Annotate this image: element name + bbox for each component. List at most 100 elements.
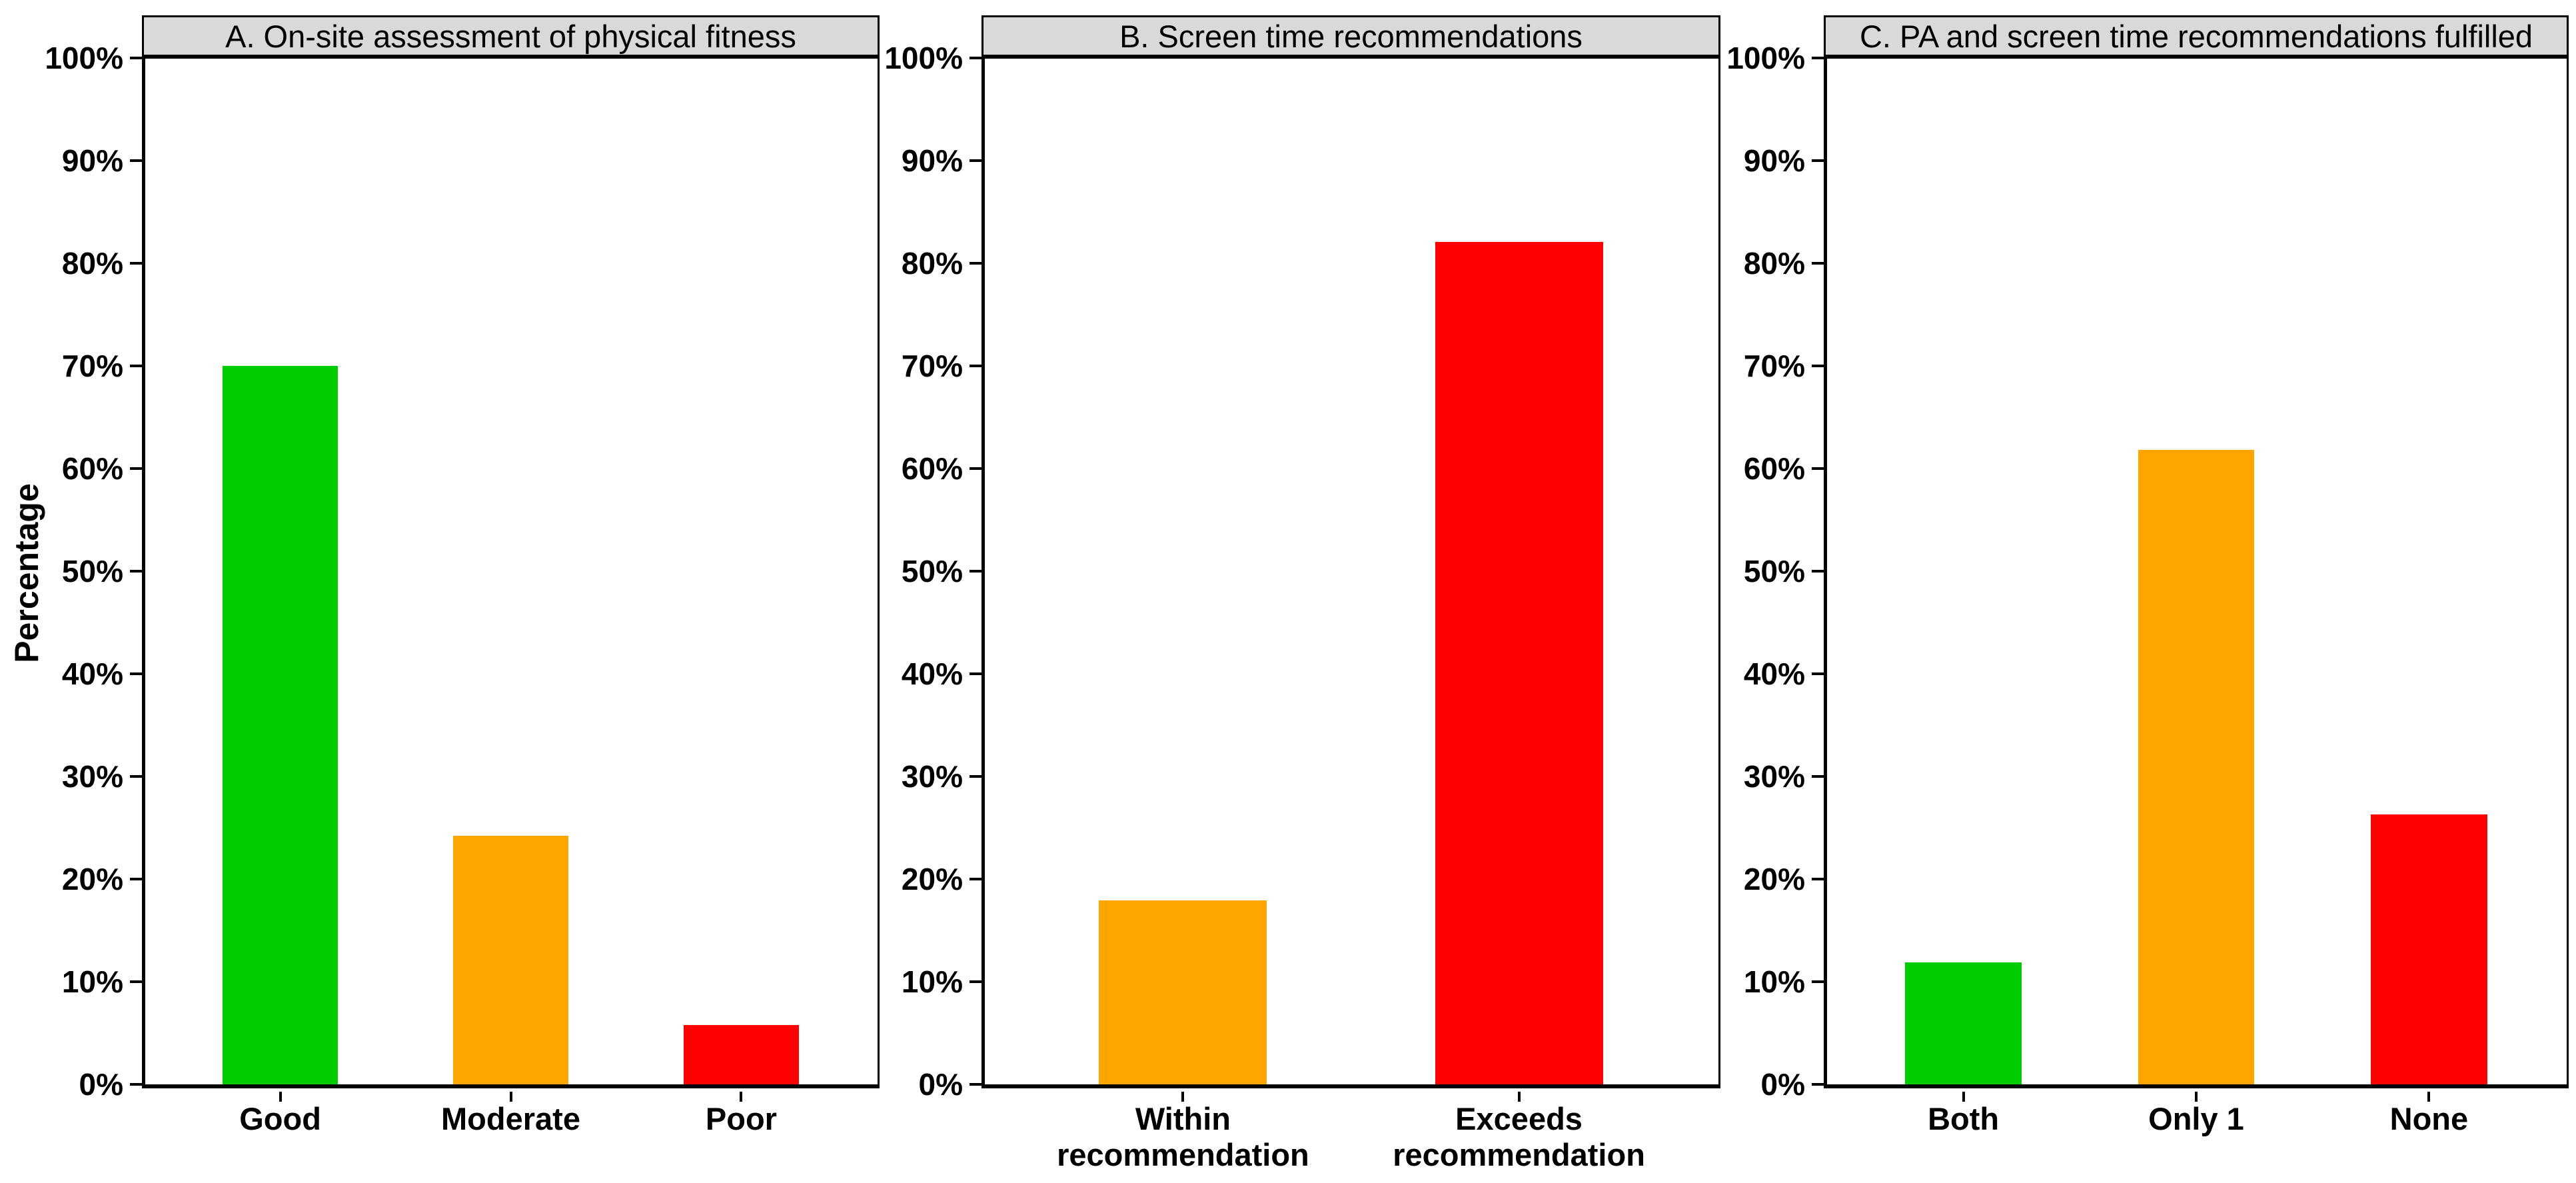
x-category-label: Poor [705, 1101, 777, 1136]
y-tick-mark [1812, 570, 1824, 573]
y-tick-mark [130, 365, 142, 367]
panel-title-strip: B. Screen time recommendations [981, 15, 1720, 57]
y-tick-label: 20% [1743, 862, 1805, 896]
y-tick-mark [130, 980, 142, 983]
y-tick-label: 50% [1743, 554, 1805, 589]
y-tick-label: 10% [1743, 964, 1805, 999]
y-tick-mark [969, 262, 981, 265]
bar-poor [683, 1024, 799, 1084]
x-category-label: None [2389, 1101, 2469, 1136]
y-tick-label: 30% [61, 759, 123, 794]
y-tick-label: 90% [61, 143, 123, 178]
panel-title-strip: C. PA and screen time recommendations fu… [1824, 15, 2569, 57]
y-tick-mark [969, 57, 981, 59]
y-tick-label: 40% [1743, 656, 1805, 691]
y-tick-label: 100% [884, 41, 963, 75]
plot-area [1824, 57, 2569, 1088]
bar-exceeds-recommendation [1435, 241, 1603, 1084]
y-tick-label: 60% [61, 451, 123, 486]
y-tick-mark [969, 159, 981, 162]
y-tick-mark [1812, 672, 1824, 675]
x-tick-mark [1962, 1092, 1965, 1102]
y-tick-label: 50% [61, 554, 123, 589]
y-tick-mark [130, 672, 142, 675]
y-tick-label: 80% [901, 246, 963, 281]
x-category-label: Only 1 [2148, 1101, 2244, 1136]
bar-within-recommendation [1099, 900, 1267, 1084]
y-tick-mark [969, 878, 981, 880]
y-tick-mark [969, 365, 981, 367]
x-tick-mark [2427, 1092, 2431, 1102]
plot-area [142, 57, 880, 1088]
y-tick-label: 80% [61, 246, 123, 281]
y-tick-mark [969, 980, 981, 983]
y-tick-label: 10% [61, 964, 123, 999]
y-tick-label: 40% [61, 656, 123, 691]
y-tick-mark [1812, 365, 1824, 367]
y-tick-mark [130, 570, 142, 573]
x-tick-mark [1517, 1092, 1521, 1102]
y-tick-label: 100% [1726, 41, 1805, 75]
y-tick-mark [969, 1083, 981, 1086]
y-tick-label: 0% [1760, 1067, 1805, 1102]
y-tick-label: 90% [1743, 143, 1805, 178]
y-tick-label: 50% [901, 554, 963, 589]
y-tick-label: 40% [901, 656, 963, 691]
x-tick-mark [740, 1092, 743, 1102]
y-tick-label: 60% [1743, 451, 1805, 486]
x-tick-mark [509, 1092, 512, 1102]
x-category-label: Both [1928, 1101, 2000, 1136]
y-tick-label: 30% [1743, 759, 1805, 794]
panel-title: C. PA and screen time recommendations fu… [1859, 18, 2533, 54]
y-tick-mark [130, 775, 142, 778]
bar-both [1905, 962, 2022, 1084]
y-tick-mark [969, 570, 981, 573]
bar-moderate [453, 836, 568, 1084]
y-tick-label: 70% [901, 349, 963, 383]
x-tick-mark [2195, 1092, 2198, 1102]
y-tick-mark [1812, 57, 1824, 59]
y-tick-mark [130, 467, 142, 470]
y-tick-mark [1812, 980, 1824, 983]
y-tick-label: 0% [918, 1067, 963, 1102]
y-tick-mark [1812, 1083, 1824, 1086]
y-tick-label: 90% [901, 143, 963, 178]
y-tick-label: 60% [901, 451, 963, 486]
y-tick-mark [130, 1083, 142, 1086]
panel-title: B. Screen time recommendations [1119, 18, 1583, 54]
x-category-label: Moderate [441, 1101, 580, 1136]
y-tick-label: 80% [1743, 246, 1805, 281]
y-tick-mark [1812, 775, 1824, 778]
x-category-label: Exceeds recommendation [1393, 1101, 1645, 1172]
x-tick-mark [1181, 1092, 1185, 1102]
y-tick-mark [969, 467, 981, 470]
bar-only-1 [2138, 450, 2255, 1084]
y-tick-label: 100% [45, 41, 123, 75]
bar-good [223, 366, 338, 1084]
y-tick-mark [969, 775, 981, 778]
y-tick-mark [130, 878, 142, 880]
x-tick-mark [279, 1092, 282, 1102]
panel-title: A. On-site assessment of physical fitnes… [225, 18, 796, 54]
x-category-label: Within recommendation [1057, 1101, 1309, 1172]
y-tick-mark [130, 57, 142, 59]
y-tick-mark [1812, 878, 1824, 880]
y-tick-mark [1812, 159, 1824, 162]
y-tick-mark [969, 672, 981, 675]
y-tick-label: 0% [79, 1067, 123, 1102]
y-tick-label: 10% [901, 964, 963, 999]
y-tick-mark [130, 262, 142, 265]
panel-title-strip: A. On-site assessment of physical fitnes… [142, 15, 880, 57]
y-tick-mark [130, 159, 142, 162]
y-tick-mark [1812, 467, 1824, 470]
y-tick-mark [1812, 262, 1824, 265]
y-tick-label: 20% [901, 862, 963, 896]
x-category-label: Good [239, 1101, 321, 1136]
y-tick-label: 70% [1743, 349, 1805, 383]
bar-none [2371, 814, 2487, 1084]
plot-area [981, 57, 1720, 1088]
y-tick-label: 70% [61, 349, 123, 383]
y-tick-label: 20% [61, 862, 123, 896]
y-tick-label: 30% [901, 759, 963, 794]
